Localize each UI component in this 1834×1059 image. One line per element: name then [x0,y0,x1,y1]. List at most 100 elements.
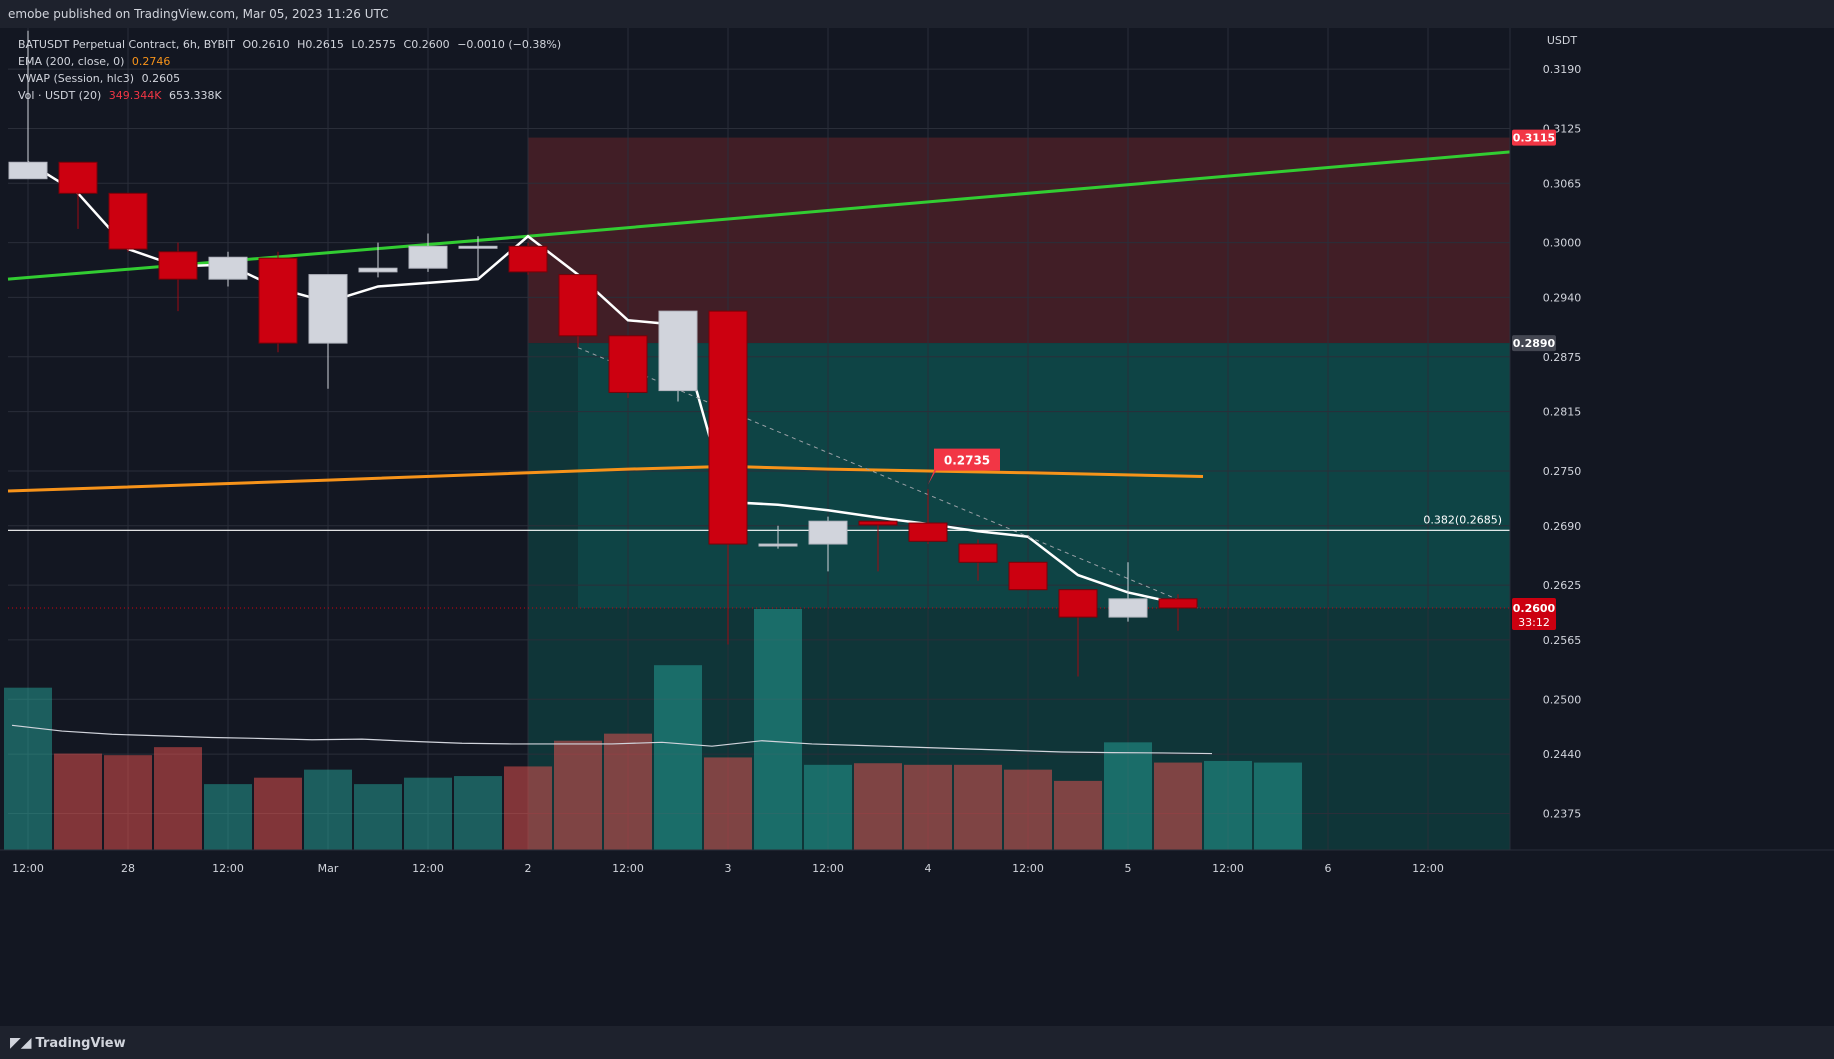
candle-up [458,236,498,280]
volume-bar [1154,762,1202,850]
volume-bar [704,757,752,850]
candle-up [408,233,448,272]
candle-body [208,256,248,280]
candle-up [208,251,248,287]
price-tick-label: 0.2875 [1543,351,1582,364]
volume-bar [454,776,502,850]
volume-value-current: 349.344K [108,89,162,102]
volume-bar [754,608,802,850]
price-axis[interactable]: USDT0.31900.31250.30650.30000.29400.2875… [1509,28,1834,878]
candle-body [808,520,848,545]
price-chart[interactable]: 0.382(0.2685) 0.2735 USDT0.31900.31250.3… [0,0,1834,1026]
candle-down [1058,589,1098,677]
chart-legend: BATUSDT Perpetual Contract, 6h, BYBIT O0… [18,36,561,104]
candle-down [908,489,948,545]
volume-bar [554,740,602,850]
time-tick-label: 6 [1325,862,1332,875]
ohlc-low: L0.2575 [351,38,397,51]
volume-bar [1254,762,1302,850]
currency-label: USDT [1547,34,1578,47]
volume-bar [854,763,902,850]
time-tick-label: 12:00 [812,862,844,875]
symbol-row[interactable]: BATUSDT Perpetual Contract, 6h, BYBIT O0… [18,36,561,53]
volume-bar [254,777,302,850]
time-tick-label: Mar [318,862,339,875]
volume-bar [304,769,352,850]
time-tick-label: 12:00 [1212,862,1244,875]
bar-countdown: 33:12 [1518,616,1550,629]
volume-label: Vol · USDT (20) [18,89,102,102]
volume-bar [354,784,402,850]
tradingview-brand: TradingView [35,1035,126,1051]
vwap-row[interactable]: VWAP (Session, hlc3) 0.2605 [18,70,561,87]
time-axis[interactable]: 12:00 28 12:00 Mar 12:00 2 12:00 3 12:00 4 12:00 5 1… [0,849,1834,898]
candle-down [708,310,748,645]
candle-body [58,161,98,194]
price-axis-background [1510,28,1834,878]
ema-row[interactable]: EMA (200, close, 0) 0.2746 [18,53,561,70]
tradingview-logo[interactable]: ◤◢ TradingView [10,1035,126,1051]
volume-bar [54,753,102,850]
candle-up [8,30,48,180]
candle-down [508,242,548,275]
volume-bar [604,733,652,850]
candle-body [458,245,498,249]
candle-up [758,525,798,549]
candle-down [608,335,648,398]
price-tick-label: 0.2750 [1543,465,1582,478]
time-tick-label: 12:00 [1412,862,1444,875]
volume-bar [654,665,702,850]
candle-body [308,274,348,344]
price-tick-label: 0.3000 [1543,237,1582,250]
volume-bar [4,687,52,850]
candle-up [808,516,848,572]
candle-body [908,522,948,542]
candle-down [1158,594,1198,631]
candle-body [1108,598,1148,618]
candle-up [1108,562,1148,622]
volume-bar [504,766,552,850]
candle-body [708,310,748,545]
candle-up [658,310,698,402]
price-callout: 0.2735 [928,448,1000,485]
volume-bar [1054,780,1102,850]
price-callout-label: 0.2735 [944,454,990,468]
price-tick-label: 0.2500 [1543,693,1582,706]
candle-down [158,242,198,312]
vwap-value: 0.2605 [141,72,181,85]
volume-bar [804,764,852,850]
candle-down [108,192,148,252]
candle-body [108,192,148,250]
volume-bar [904,764,952,850]
candle-up [308,274,348,389]
candle-body [1058,589,1098,618]
candle-down [858,520,898,572]
stop-price-badge: 0.3115 [1513,132,1555,145]
symbol-title: BATUSDT Perpetual Contract, 6h, BYBIT [18,38,235,51]
volume-bar [1204,760,1252,850]
volume-bar [1104,742,1152,850]
candle-body [258,257,298,344]
candle-body [758,543,798,547]
price-tick-label: 0.3065 [1543,177,1582,190]
candles [8,30,1198,677]
candle-body [158,251,198,280]
time-tick-label: 5 [1125,862,1132,875]
price-tick-label: 0.2375 [1543,807,1582,820]
bottom-bar: ◤◢ TradingView [0,1026,1834,1059]
candle-body [608,335,648,393]
publish-info: emobe published on TradingView.com, Mar … [8,7,389,21]
price-tick-label: 0.2440 [1543,748,1582,761]
time-tick-label: 12:00 [1012,862,1044,875]
time-tick-label: 12:00 [612,862,644,875]
volume-row[interactable]: Vol · USDT (20) 349.344K 653.338K [18,87,561,104]
ohlc-close: C0.2600 [403,38,450,51]
candle-down [958,539,998,581]
stop-price-badge-bg [1512,129,1556,146]
candle-body [508,245,548,273]
time-tick-label: 28 [121,862,135,875]
candle-body [1008,561,1048,591]
price-tick-label: 0.2690 [1543,520,1582,533]
time-tick-label: 12:00 [412,862,444,875]
top-bar: emobe published on TradingView.com, Mar … [0,0,1834,28]
